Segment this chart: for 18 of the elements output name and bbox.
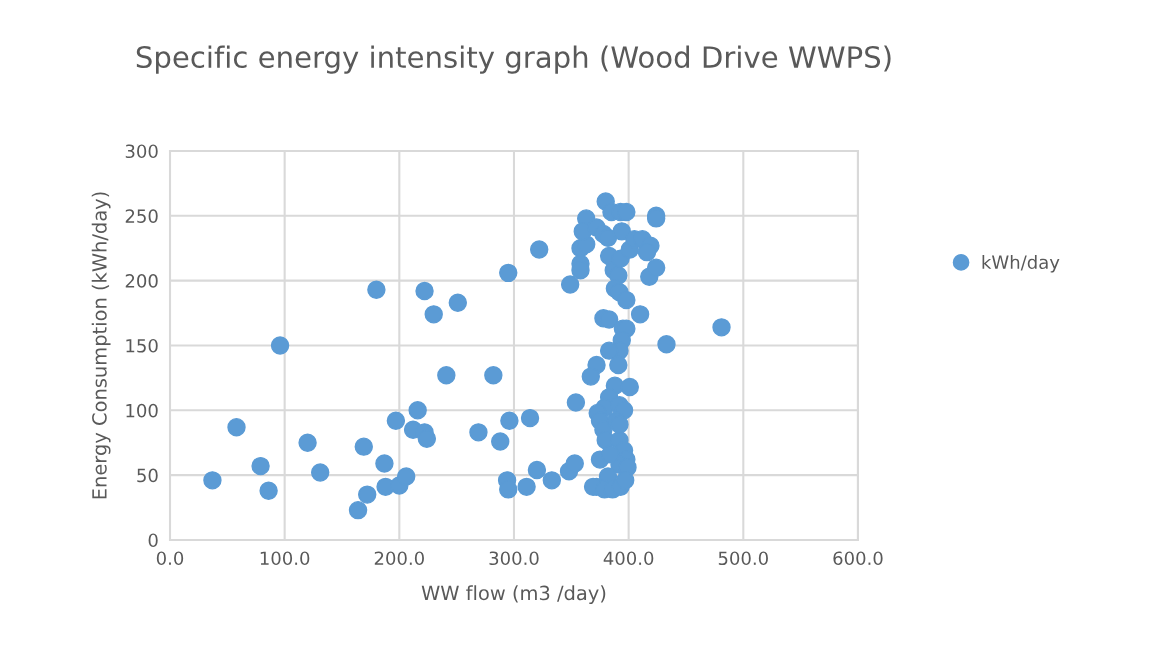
x-tick-label: 0.0 — [156, 551, 184, 566]
x-tick-label: 100.0 — [260, 551, 310, 566]
chart-title: Specific energy intensity graph (Wood Drive WWPS) — [136, 45, 891, 74]
y-tick-label: 0 — [148, 533, 158, 548]
x-tick-label: 200.0 — [374, 551, 424, 566]
y-tick-label: 200 — [125, 274, 158, 288]
x-tick-label: 500.0 — [718, 551, 768, 566]
x-axis-title: WW flow (m3 /day) — [421, 585, 606, 605]
x-tick-label: 300.0 — [489, 551, 539, 566]
y-axis-title: Energy Consumption (kWh/day) — [91, 192, 111, 499]
x-tick-label: 400.0 — [603, 551, 654, 566]
y-tick-label: 50 — [137, 468, 158, 483]
y-tick-label: 250 — [125, 209, 158, 223]
y-tick-label: 150 — [126, 338, 158, 353]
legend-label: kWh/day — [982, 255, 1060, 273]
y-tick-label: 300 — [125, 144, 158, 159]
x-tick-label: 600.0 — [833, 551, 883, 566]
y-tick-label: 100 — [126, 403, 158, 418]
